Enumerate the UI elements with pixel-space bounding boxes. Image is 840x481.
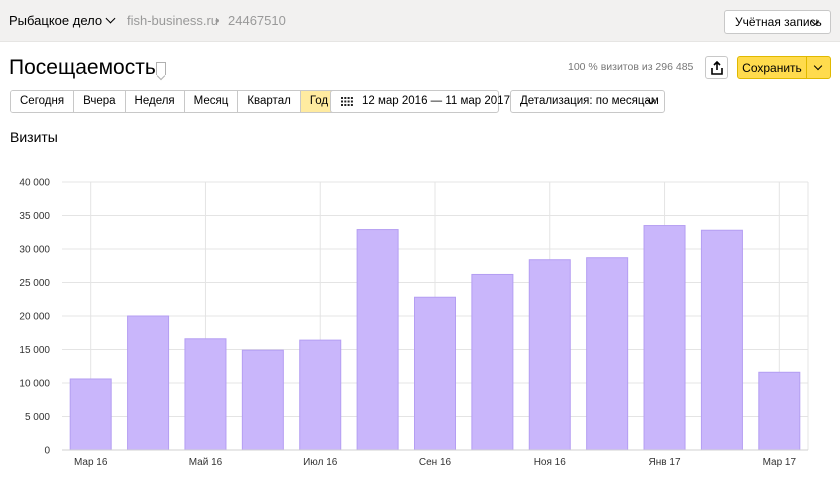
counter-selector[interactable]: Рыбацкое дело: [9, 13, 116, 28]
x-tick-label: Июл 16: [303, 457, 338, 468]
bar: [758, 371, 801, 451]
account-label: Учётная запись: [735, 15, 822, 29]
y-tick-label: 5 000: [25, 412, 50, 423]
period-button[interactable]: Месяц: [184, 91, 239, 112]
bar: [184, 338, 227, 451]
y-tick-label: 20 000: [19, 312, 50, 323]
bar: [471, 273, 514, 451]
bar: [356, 229, 399, 451]
period-button[interactable]: Неделя: [125, 91, 185, 112]
metric-title: Визиты: [10, 129, 58, 145]
period-button[interactable]: Квартал: [238, 91, 301, 112]
visits-summary: 100 % визитов из 296 485: [568, 61, 694, 73]
export-button[interactable]: [705, 56, 728, 79]
period-button[interactable]: Вчера: [74, 91, 126, 112]
period-button[interactable]: Сегодня: [11, 91, 75, 112]
bookmark-icon[interactable]: [156, 62, 166, 75]
page-title: Посещаемость: [9, 56, 156, 79]
x-tick-label: Сен 16: [419, 457, 452, 468]
y-tick-label: 15 000: [19, 345, 50, 356]
bar: [241, 349, 284, 451]
y-tick-label: 30 000: [19, 245, 50, 256]
top-bar: Рыбацкое дело fish-business.ru • 2446751…: [0, 0, 840, 42]
x-tick-label: Ноя 16: [534, 457, 567, 468]
period-selector: Сегодня Вчера Неделя Месяц Квартал Год: [10, 90, 339, 113]
counter-id: 24467510: [228, 13, 286, 28]
bar: [586, 257, 629, 451]
bar: [414, 296, 456, 451]
date-range-button[interactable]: 12 мар 2016 — 11 мар 2017: [330, 90, 510, 113]
x-tick-label: Мар 16: [74, 457, 108, 468]
x-tick-label: Мар 17: [763, 457, 797, 468]
counter-name: Рыбацкое дело: [9, 13, 103, 28]
detail-dropdown[interactable]: Детализация: по месяцам: [510, 90, 665, 113]
bar: [700, 229, 743, 451]
y-tick-label: 10 000: [19, 379, 50, 390]
bar: [69, 378, 112, 451]
bar: [127, 315, 170, 451]
period-button[interactable]: Год: [300, 91, 338, 112]
y-tick-label: 25 000: [19, 278, 50, 289]
save-button[interactable]: Сохранить: [737, 56, 807, 79]
calendar-icon: [341, 97, 353, 106]
save-options-button[interactable]: [806, 56, 831, 79]
bar: [643, 225, 686, 451]
bar: [299, 339, 342, 451]
share-icon: [711, 61, 723, 75]
y-tick-label: 40 000: [19, 178, 50, 189]
x-tick-label: Май 16: [189, 457, 223, 468]
bar: [528, 259, 571, 451]
separator-dot: •: [215, 13, 220, 28]
detail-label: Детализация: по месяцам: [520, 95, 659, 107]
site-domain: fish-business.ru: [127, 13, 219, 28]
date-range-label: 12 мар 2016 — 11 мар 2017: [362, 95, 510, 107]
x-tick-label: Янв 17: [649, 457, 681, 468]
y-tick-label: 35 000: [19, 211, 50, 222]
account-button[interactable]: Учётная запись: [724, 10, 831, 34]
y-tick-label: 0: [44, 446, 50, 457]
